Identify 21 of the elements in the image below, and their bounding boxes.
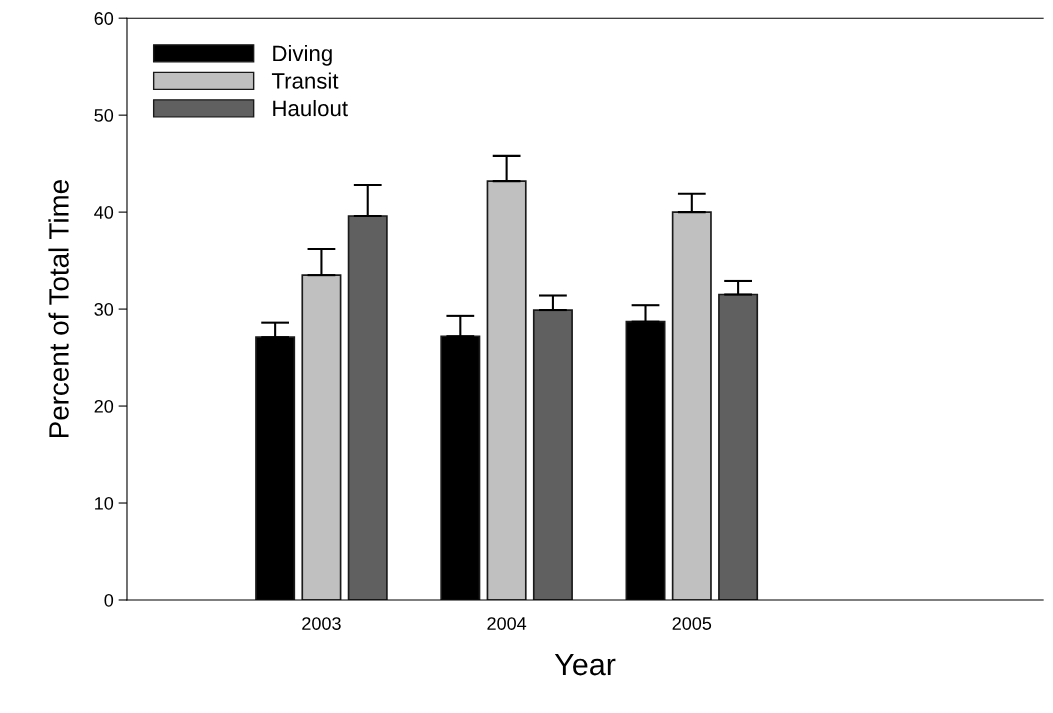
x-tick-label: 2005	[672, 617, 712, 630]
bar	[671, 211, 712, 600]
x-axis-title: Year	[554, 654, 616, 676]
y-tick-label: 0	[104, 593, 114, 607]
bar	[347, 215, 388, 600]
bar	[486, 180, 527, 600]
y-tick-label: 30	[94, 303, 114, 316]
y-tick-label: 10	[95, 496, 114, 510]
y-tick-label: 60	[94, 12, 114, 25]
legend-label: Haulout	[273, 99, 348, 117]
legend-label: Diving	[273, 44, 332, 66]
bar	[718, 293, 759, 600]
y-tick-label: 50	[94, 109, 114, 122]
x-tick-label: 2003	[302, 617, 341, 630]
x-tick-label: 2004	[487, 617, 527, 630]
y-tick-label: 20	[94, 399, 114, 413]
y-axis-title: Percent of Total Time	[48, 180, 69, 438]
y-tick-label: 40	[94, 206, 114, 219]
bar	[532, 309, 573, 600]
bar	[301, 274, 342, 600]
legend-label: Transit	[271, 72, 339, 89]
